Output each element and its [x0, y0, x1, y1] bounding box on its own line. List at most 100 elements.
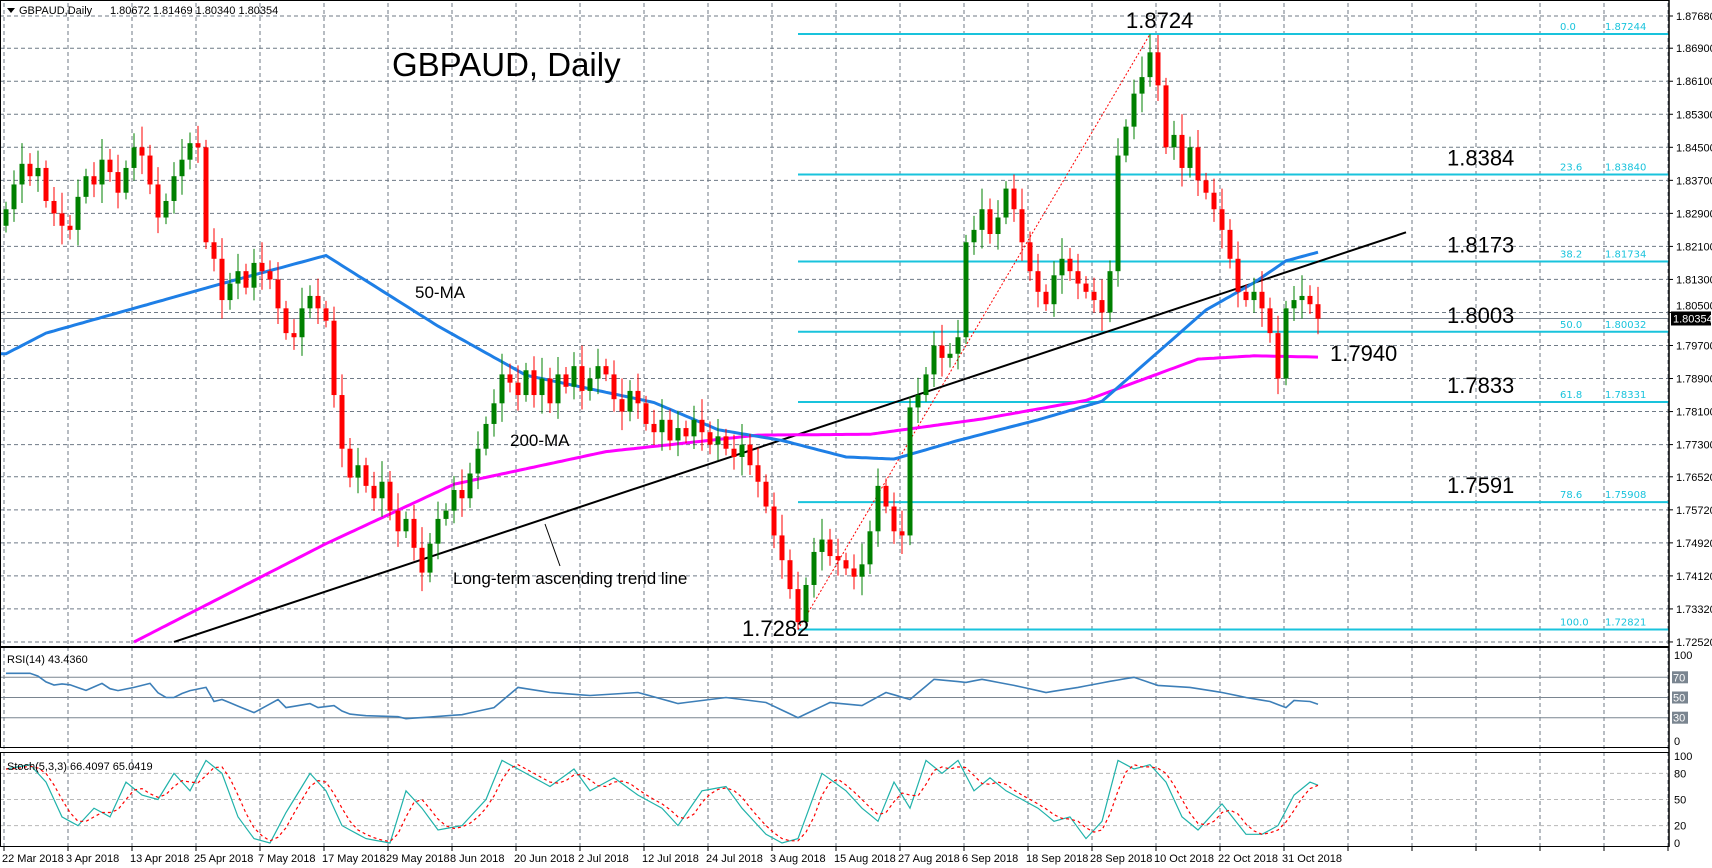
trend-line[interactable]	[173, 231, 1407, 643]
indicator-lines	[0, 231, 1407, 844]
candle-body	[347, 448, 353, 478]
annotations: GBPAUD,Daily 1.80672 1.81469 1.80340 1.8…	[7, 5, 1397, 773]
candle	[643, 395, 649, 431]
candle	[1219, 188, 1225, 249]
fib-level-label: 1.8003	[1447, 303, 1514, 328]
candle-body	[195, 143, 201, 148]
candle-body	[355, 465, 361, 478]
candle-body	[859, 564, 865, 577]
candle	[651, 409, 657, 445]
candle	[1075, 253, 1081, 300]
candle	[499, 353, 505, 422]
stoch-label: Stoch(5,3,3) 66.4097 65.0419	[7, 761, 153, 773]
candle	[779, 514, 785, 579]
candle	[907, 396, 913, 546]
candle-body	[955, 337, 961, 354]
candle-body	[387, 481, 393, 511]
price-label: 1.81300	[1676, 274, 1712, 286]
candle	[555, 357, 561, 419]
candle-body	[11, 184, 17, 210]
candle	[59, 192, 65, 245]
candle-body	[1051, 275, 1057, 305]
rsi-axis-top: 100	[1674, 650, 1692, 662]
candle-body	[155, 184, 161, 218]
candle-body	[811, 551, 817, 585]
candle-body	[107, 159, 113, 173]
fib-ratio: 78.6	[1560, 490, 1582, 501]
candle-body	[379, 481, 385, 499]
stoch-axis-label: 100	[1674, 751, 1692, 763]
fib-swing-line[interactable]	[797, 33, 1151, 630]
candle-body	[363, 465, 369, 486]
candle	[587, 367, 593, 401]
candle-body	[1067, 258, 1073, 272]
candle-body	[515, 382, 521, 396]
candle	[611, 360, 617, 412]
candle-body	[947, 353, 953, 358]
candle	[747, 433, 753, 475]
candle	[635, 373, 641, 419]
candle-body	[819, 539, 825, 552]
candle-body	[587, 378, 593, 391]
candle-body	[779, 535, 785, 561]
candle	[403, 511, 409, 538]
candle	[755, 447, 761, 498]
candle-body	[995, 217, 1001, 235]
candle	[323, 300, 329, 328]
candle	[923, 366, 929, 402]
candle-body	[59, 213, 65, 226]
candle-body	[931, 345, 937, 375]
price-label: 1.84500	[1676, 142, 1712, 154]
current-price-box	[1671, 311, 1711, 326]
candle-body	[739, 444, 745, 457]
candle	[1043, 284, 1049, 311]
candle	[1059, 238, 1065, 294]
candle-body	[411, 518, 417, 548]
candle	[195, 125, 201, 163]
candle-body	[371, 485, 377, 499]
candle-body	[1307, 295, 1313, 305]
price-label: 1.82100	[1676, 241, 1712, 253]
candle	[539, 357, 545, 414]
candle-body	[435, 518, 441, 544]
candle-body	[651, 423, 657, 433]
collapse-triangle-icon[interactable]	[7, 8, 15, 13]
fibonacci-retracement[interactable]: 0.0 1.87244 23.6 1.83840 1.8384 38.2 1.81734 1.…	[797, 22, 1669, 631]
candle	[227, 272, 233, 310]
candle-body	[923, 374, 929, 396]
candle	[1091, 277, 1097, 313]
candle	[771, 492, 777, 549]
stoch-axis-label: 50	[1674, 795, 1686, 807]
ma50-label: 50-MA	[415, 283, 466, 302]
candle	[835, 538, 841, 576]
fib-price: 1.72821	[1605, 618, 1646, 629]
candle-body	[547, 378, 553, 404]
candle-body	[891, 506, 897, 532]
candle-body	[1099, 300, 1105, 313]
candle-body	[667, 419, 673, 441]
candle-body	[1011, 188, 1017, 210]
candle	[43, 160, 49, 208]
candle	[419, 527, 425, 592]
candle	[83, 168, 89, 204]
candle-body	[291, 333, 297, 338]
fib-ratio: 23.6	[1560, 163, 1582, 174]
price-label: 1.72520	[1676, 637, 1712, 649]
candle	[123, 160, 129, 200]
candle	[299, 287, 305, 356]
candle-body	[1139, 77, 1145, 94]
candle	[1163, 77, 1169, 154]
candle	[707, 421, 713, 455]
date-label: 10 Oct 2018	[1154, 853, 1214, 865]
candle	[507, 363, 513, 393]
candle-body	[283, 308, 289, 334]
candle	[515, 365, 521, 411]
candle-body	[675, 428, 681, 441]
candle-body	[835, 556, 841, 561]
candle	[259, 242, 265, 290]
candle	[187, 132, 193, 170]
price-label: 1.79700	[1676, 340, 1712, 352]
candle	[1107, 260, 1113, 323]
candle-body	[979, 209, 985, 230]
